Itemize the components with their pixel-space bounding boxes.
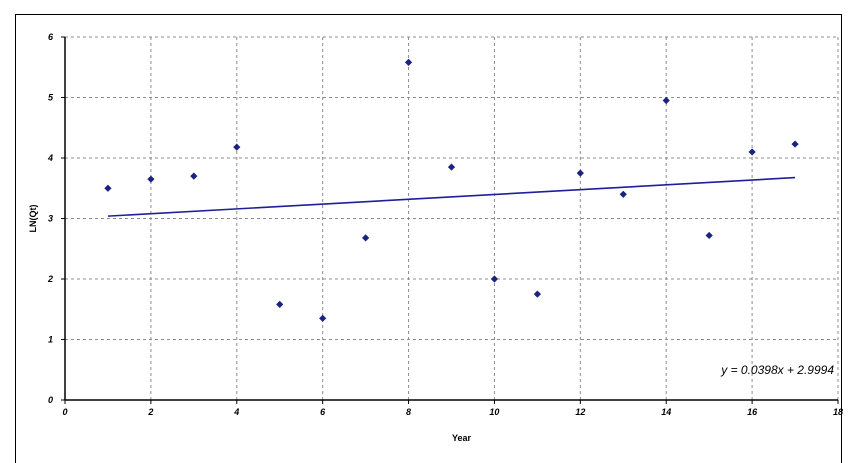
data-point bbox=[404, 58, 413, 67]
data-point bbox=[447, 163, 456, 171]
data-point bbox=[233, 143, 241, 151]
y-tick-label: 0 bbox=[48, 395, 53, 405]
trendline-layer bbox=[107, 176, 796, 217]
trendline-equation: y = 0.0398x + 2.9994 bbox=[720, 363, 834, 377]
x-tick-label: 8 bbox=[406, 407, 411, 417]
x-tick-label: 14 bbox=[661, 407, 671, 417]
data-point bbox=[791, 140, 799, 148]
data-point bbox=[147, 175, 155, 183]
data-point bbox=[104, 184, 112, 192]
data-point bbox=[362, 234, 370, 242]
y-axis-title: LN(Qt) bbox=[28, 205, 38, 233]
y-tick-label: 5 bbox=[48, 93, 54, 103]
x-tick-label: 6 bbox=[320, 407, 326, 417]
data-point bbox=[276, 300, 284, 309]
data-point bbox=[190, 172, 198, 180]
y-tick-label: 6 bbox=[48, 32, 54, 42]
x-tick-label: 2 bbox=[147, 407, 153, 417]
y-tick-label: 1 bbox=[48, 335, 53, 345]
data-point bbox=[490, 275, 499, 283]
data-point bbox=[533, 290, 541, 298]
trendline bbox=[107, 176, 796, 217]
data-point bbox=[662, 96, 670, 105]
y-tick-label: 2 bbox=[47, 274, 53, 284]
y-tick-label: 4 bbox=[47, 153, 53, 163]
x-tick-label: 12 bbox=[575, 407, 585, 417]
data-point bbox=[319, 314, 327, 322]
x-tick-label: 18 bbox=[833, 407, 843, 417]
y-tick-label: 3 bbox=[48, 214, 53, 224]
data-point bbox=[705, 231, 713, 240]
data-point bbox=[576, 169, 584, 177]
x-tick-label: 0 bbox=[62, 407, 67, 417]
data-point bbox=[619, 190, 627, 198]
x-tick-label: 10 bbox=[489, 407, 499, 417]
data-points bbox=[104, 58, 799, 322]
chart-frame bbox=[15, 14, 842, 463]
axes bbox=[61, 36, 839, 404]
x-tick-label: 4 bbox=[233, 407, 239, 417]
data-point bbox=[748, 148, 756, 156]
x-axis-title: Year bbox=[452, 433, 472, 443]
grid-lines bbox=[65, 36, 839, 400]
x-tick-label: 16 bbox=[747, 407, 758, 417]
